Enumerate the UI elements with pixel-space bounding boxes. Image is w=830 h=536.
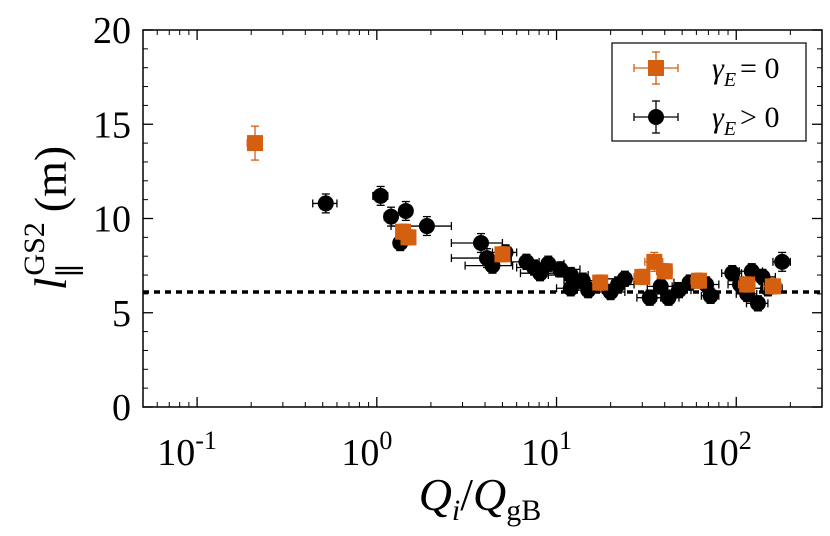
- orange-square-point: [690, 272, 707, 289]
- circle-marker: [641, 289, 658, 306]
- y-axis-label: l∥GS2(m): [18, 146, 87, 290]
- circle-marker: [473, 235, 490, 252]
- legend-marker: [633, 51, 679, 85]
- minor-ticks: [142, 30, 823, 407]
- circle-marker: [562, 267, 579, 284]
- black-circle-point: [700, 287, 720, 304]
- black-circle-point: [383, 206, 400, 227]
- black-circle-point: [745, 295, 769, 312]
- square-marker: [592, 274, 609, 291]
- circle-marker: [372, 187, 389, 204]
- black-circle-point: [397, 200, 414, 222]
- square-marker: [690, 272, 707, 289]
- y-tick-label: 5: [112, 293, 131, 335]
- data-points: [246, 125, 792, 312]
- circle-marker: [397, 202, 414, 219]
- circle-marker: [317, 195, 334, 212]
- square-marker: [494, 246, 511, 263]
- circle-marker: [774, 253, 791, 270]
- orange-square-point: [246, 125, 264, 161]
- orange-square-point: [737, 276, 756, 293]
- circle-marker: [418, 218, 435, 235]
- orange-square-point: [400, 229, 417, 246]
- axis-labels: l∥GS2(m) Qi/QgB: [18, 146, 541, 527]
- black-circle-point: [312, 193, 338, 214]
- x-tick-label: 10-1: [157, 426, 217, 474]
- circle-marker: [648, 109, 664, 125]
- orange-square-point: [655, 263, 673, 280]
- circle-marker: [616, 270, 633, 287]
- y-tick-label: 20: [93, 10, 131, 52]
- y-tick-label: 10: [93, 199, 131, 241]
- x-tick-label: 100: [341, 426, 392, 474]
- legend-label: γE = 0: [712, 52, 779, 91]
- circle-marker: [749, 295, 766, 312]
- legend-label: γE > 0: [712, 101, 779, 140]
- square-marker: [648, 60, 664, 76]
- legend-box: [611, 42, 807, 142]
- orange-square-point: [762, 278, 782, 295]
- circle-marker: [702, 287, 719, 304]
- square-marker: [400, 229, 417, 246]
- orange-square-point: [494, 246, 511, 263]
- x-axis-label: Qi/QgB: [419, 469, 542, 527]
- black-circle-point: [772, 251, 792, 272]
- orange-square-point: [633, 268, 651, 286]
- axis-ticks: 0 5 10 15 20 10-1 100 101 102: [93, 10, 822, 474]
- legend-marker: [633, 100, 679, 134]
- y-tick-label: 15: [93, 104, 131, 146]
- black-circle-point: [372, 185, 389, 206]
- circle-marker: [383, 208, 400, 225]
- legend: γE = 0 γE > 0: [611, 42, 807, 142]
- circle-marker: [580, 282, 597, 299]
- orange-square-point: [592, 274, 609, 291]
- square-marker: [739, 276, 756, 293]
- x-tick-label: 101: [521, 426, 572, 474]
- square-marker: [656, 263, 673, 280]
- square-marker: [634, 268, 651, 285]
- circle-marker: [540, 255, 557, 272]
- square-marker: [247, 135, 264, 152]
- square-marker: [764, 278, 781, 295]
- y-tick-label: 0: [112, 387, 131, 429]
- x-tick-label: 102: [701, 426, 752, 474]
